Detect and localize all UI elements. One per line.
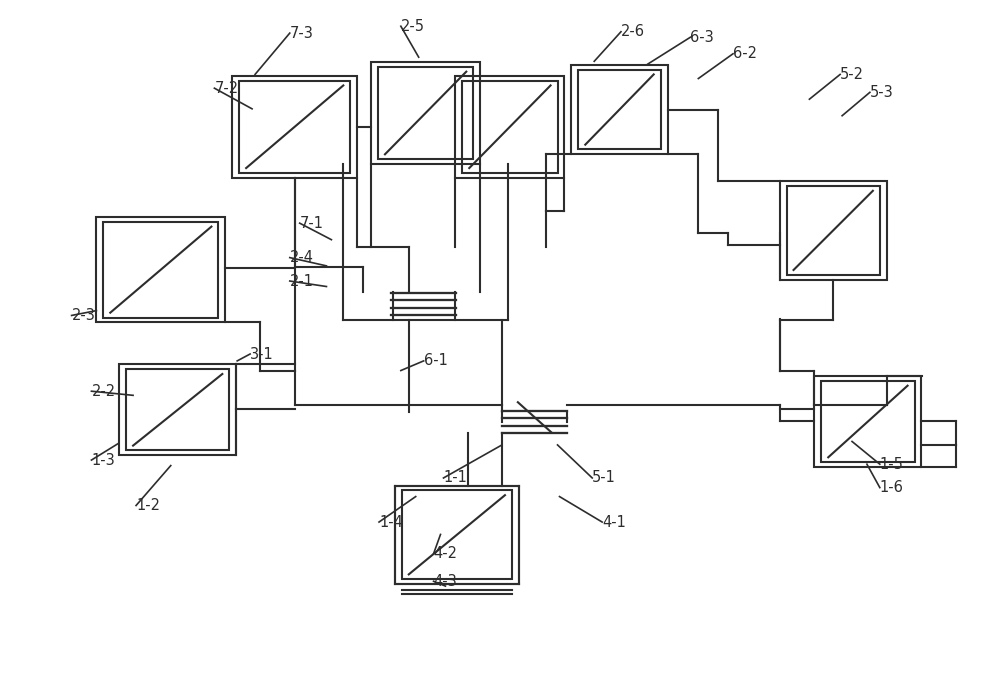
Text: 7-2: 7-2 xyxy=(214,81,239,95)
Text: 5-3: 5-3 xyxy=(870,85,894,100)
Text: 1-2: 1-2 xyxy=(136,498,160,513)
Bar xyxy=(371,62,480,164)
Text: 2-2: 2-2 xyxy=(91,383,116,399)
Text: 5-1: 5-1 xyxy=(592,470,616,486)
Bar xyxy=(578,70,661,149)
Text: 6-3: 6-3 xyxy=(690,30,714,45)
Text: 1-5: 1-5 xyxy=(880,457,904,472)
Bar xyxy=(462,81,558,173)
Bar xyxy=(455,76,564,178)
Bar xyxy=(780,181,887,279)
Text: 6-2: 6-2 xyxy=(733,46,757,61)
Text: 7-1: 7-1 xyxy=(300,215,324,231)
Bar xyxy=(232,76,357,178)
Bar xyxy=(126,369,229,450)
Text: 1-1: 1-1 xyxy=(443,470,467,486)
Text: 2-3: 2-3 xyxy=(72,308,95,323)
Text: 1-4: 1-4 xyxy=(379,514,403,530)
Bar xyxy=(103,222,218,318)
Text: 4-3: 4-3 xyxy=(434,574,457,589)
Bar xyxy=(821,381,915,462)
Bar xyxy=(395,486,519,584)
Text: 3-1: 3-1 xyxy=(250,346,274,362)
Text: 4-2: 4-2 xyxy=(434,546,458,561)
Bar xyxy=(239,81,350,173)
Bar xyxy=(378,67,473,159)
Text: 2-1: 2-1 xyxy=(290,273,314,289)
Bar xyxy=(814,376,921,467)
Bar xyxy=(402,491,512,579)
Bar xyxy=(787,186,880,275)
Text: 4-1: 4-1 xyxy=(602,514,626,530)
Text: 2-5: 2-5 xyxy=(401,19,425,33)
Text: 7-3: 7-3 xyxy=(290,26,314,40)
Bar xyxy=(571,65,668,154)
Text: 2-4: 2-4 xyxy=(290,250,314,265)
Text: 6-1: 6-1 xyxy=(424,353,448,369)
Text: 1-6: 1-6 xyxy=(880,480,904,495)
Bar xyxy=(119,365,236,455)
Text: 1-3: 1-3 xyxy=(91,452,115,468)
Text: 5-2: 5-2 xyxy=(840,67,864,82)
Bar xyxy=(96,217,225,322)
Text: 2-6: 2-6 xyxy=(621,24,645,39)
